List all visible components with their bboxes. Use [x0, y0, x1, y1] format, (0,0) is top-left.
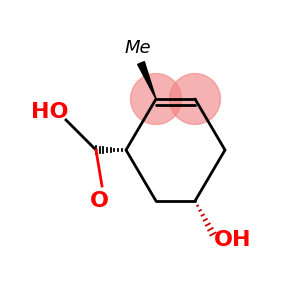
Polygon shape	[138, 61, 156, 99]
Text: Me: Me	[125, 39, 151, 57]
Text: OH: OH	[214, 230, 251, 250]
Circle shape	[130, 74, 182, 124]
Circle shape	[169, 74, 220, 124]
Text: O: O	[89, 191, 109, 211]
Text: HO: HO	[31, 103, 68, 122]
